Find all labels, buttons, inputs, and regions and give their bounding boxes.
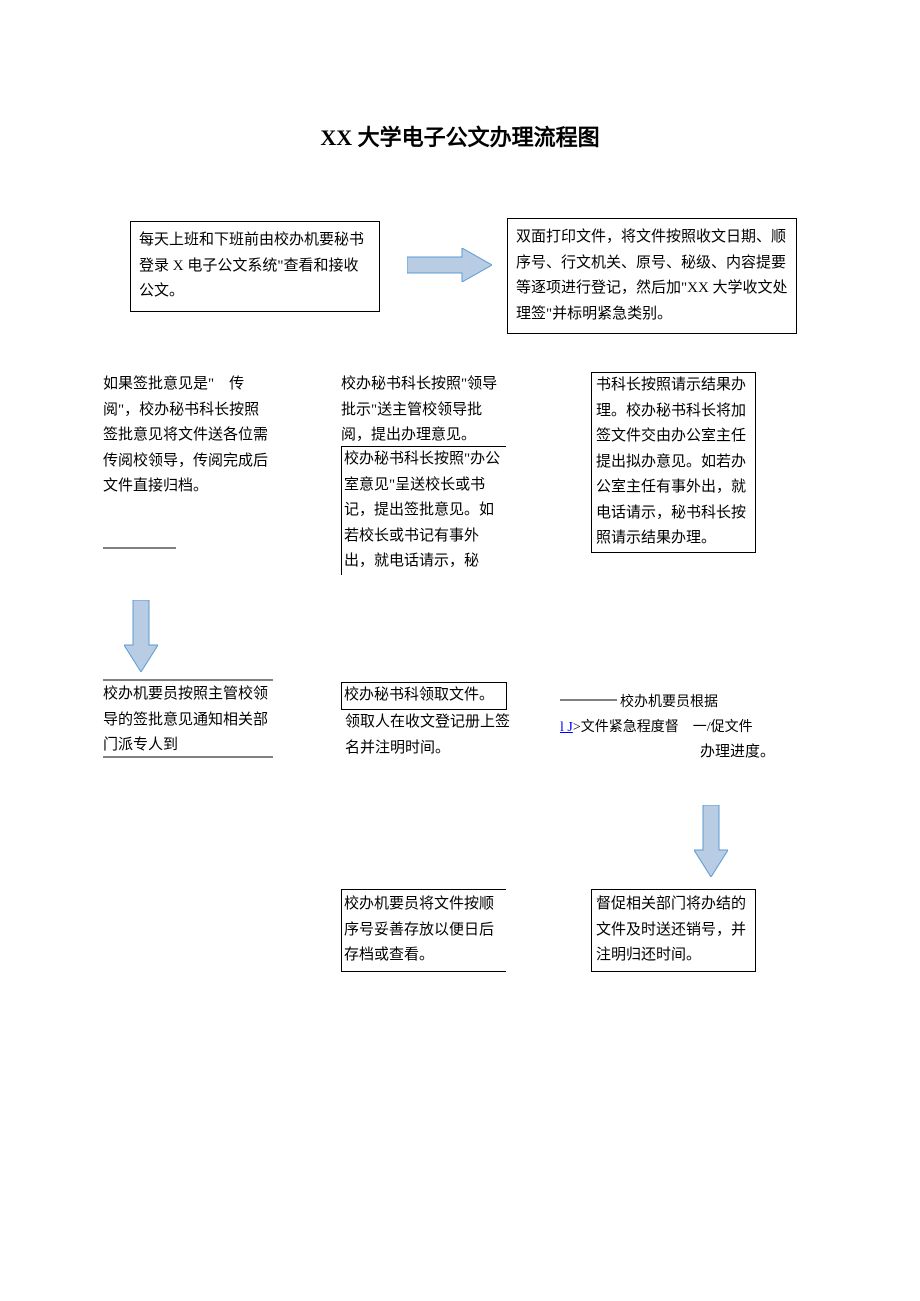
node-t3-text: 如果签批意见是" 传阅"，校办秘书科长按照签批意见将文件送各位需传阅校领导，传阅…	[103, 376, 268, 494]
arrow-down-icon-2	[694, 805, 728, 877]
arrow-right-icon	[407, 248, 492, 282]
node-t3: 如果签批意见是" 传阅"，校办秘书科长按照签批意见将文件送各位需传阅校领导，传阅…	[103, 372, 273, 500]
arrow-down-icon	[124, 600, 158, 672]
node-b2: 双面打印文件，将文件按照收文日期、顺序号、行文机关、原号、秘级、内容提要等逐项进…	[507, 218, 797, 334]
node-t8b: l J>文件紧急程度督 一/促文件	[560, 716, 753, 740]
page-title: XX 大学电子公文办理流程图	[0, 120, 920, 152]
underline-l1	[103, 547, 178, 549]
node-b5-text: 书科长按照请示结果办理。校办秘书科长将加签文件交由办公室主任提出拟办意见。如若办…	[596, 377, 746, 546]
node-t8a: 校办机要员根据	[620, 691, 718, 715]
node-b5: 书科长按照请示结果办理。校办秘书科长将加签文件交由办公室主任提出拟办意见。如若办…	[591, 372, 756, 553]
node-b4a-text: 校办秘书科长按照"办公室意见"呈送校长或书记，提出签批意见。如若校长或书记有事外…	[344, 451, 500, 569]
node-t4: 校办秘书科长按照"领导批示"送主管校领导批阅，提出办理意见。	[341, 372, 506, 449]
line-l2	[103, 679, 275, 681]
node-t8c: 办理进度。	[700, 740, 775, 766]
node-b9: 校办机要员将文件按顺序号妥善存放以便日后存档或查看。	[341, 889, 506, 972]
line-l3	[103, 756, 275, 758]
line-l4	[560, 699, 618, 701]
node-b7: 校办秘书科领取文件。	[341, 682, 507, 710]
lj-link: l J	[560, 720, 573, 735]
node-b4a: 校办秘书科长按照"办公室意见"呈送校长或书记，提出签批意见。如若校长或书记有事外…	[341, 446, 506, 575]
node-t8b-after: >文件紧急程度督 一/促文件	[573, 720, 753, 735]
node-t7b: 领取人在收文登记册上签名并注明时间。	[345, 710, 510, 761]
node-b10: 督促相关部门将办结的文件及时送还销号，并注明归还时间。	[591, 889, 756, 972]
node-t6: 校办机要员按照主管校领导的签批意见通知相关部门派专人到	[103, 682, 273, 759]
node-b1: 每天上班和下班前由校办机要秘书登录 X 电子公文系统"查看和接收公文。	[130, 221, 380, 312]
